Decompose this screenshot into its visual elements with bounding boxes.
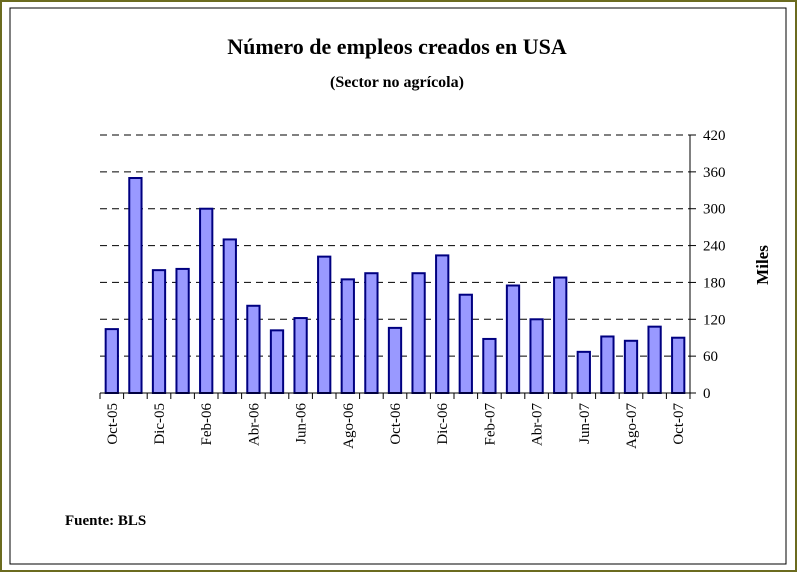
x-tick-label: Oct-07 [671,403,687,445]
bar [529,318,544,394]
y-tick-label: 180 [703,275,726,291]
bar [222,238,237,394]
x-tick-label: Ago-06 [341,403,357,449]
x-tick-label: Jun-06 [294,403,310,444]
bar [317,255,332,394]
source-note: Fuente: BLS [65,513,146,529]
bar [151,269,167,394]
bar [128,177,143,394]
bar [623,339,639,394]
y-tick-label: 300 [703,202,726,218]
bar [411,272,426,395]
y-tick-label: 360 [703,165,726,181]
bar [553,276,568,394]
y-tick-label: 120 [703,312,726,328]
x-tick-label: Ago-07 [624,403,640,449]
bar [246,304,261,394]
x-tick-label: Dic-05 [152,403,168,445]
y-tick-label: 0 [703,386,711,402]
inner-frame [9,7,787,565]
bar [458,293,473,395]
bar [340,278,355,395]
bar [364,272,379,395]
bar [482,337,497,395]
bar [199,207,214,394]
y-tick-label: 240 [703,239,726,255]
x-tick-label: Oct-06 [388,403,404,445]
x-tick-label: Oct-05 [105,403,121,445]
bar [293,317,308,394]
x-tick-label: Abr-06 [246,403,262,447]
x-tick-label: Abr-07 [530,403,546,447]
bar [104,328,119,395]
bar [387,326,403,394]
x-tick-label: Feb-07 [482,403,498,446]
y-axis-label: Miles [753,245,772,285]
chart-subtitle: (Sector no agrícola) [330,74,464,91]
bar [435,254,450,394]
bar [647,325,662,394]
bar [671,336,686,395]
y-tick-label: 60 [703,349,718,365]
bar [505,284,521,394]
bar [269,329,285,395]
x-tick-label: Feb-06 [199,403,215,446]
bar [600,335,615,395]
x-tick-label: Dic-06 [435,403,451,445]
bar [576,350,591,395]
chart-title: Número de empleos creados en USA [227,34,567,59]
bar [175,267,190,394]
y-tick-label: 420 [703,128,726,144]
x-tick-label: Jun-07 [577,403,593,444]
